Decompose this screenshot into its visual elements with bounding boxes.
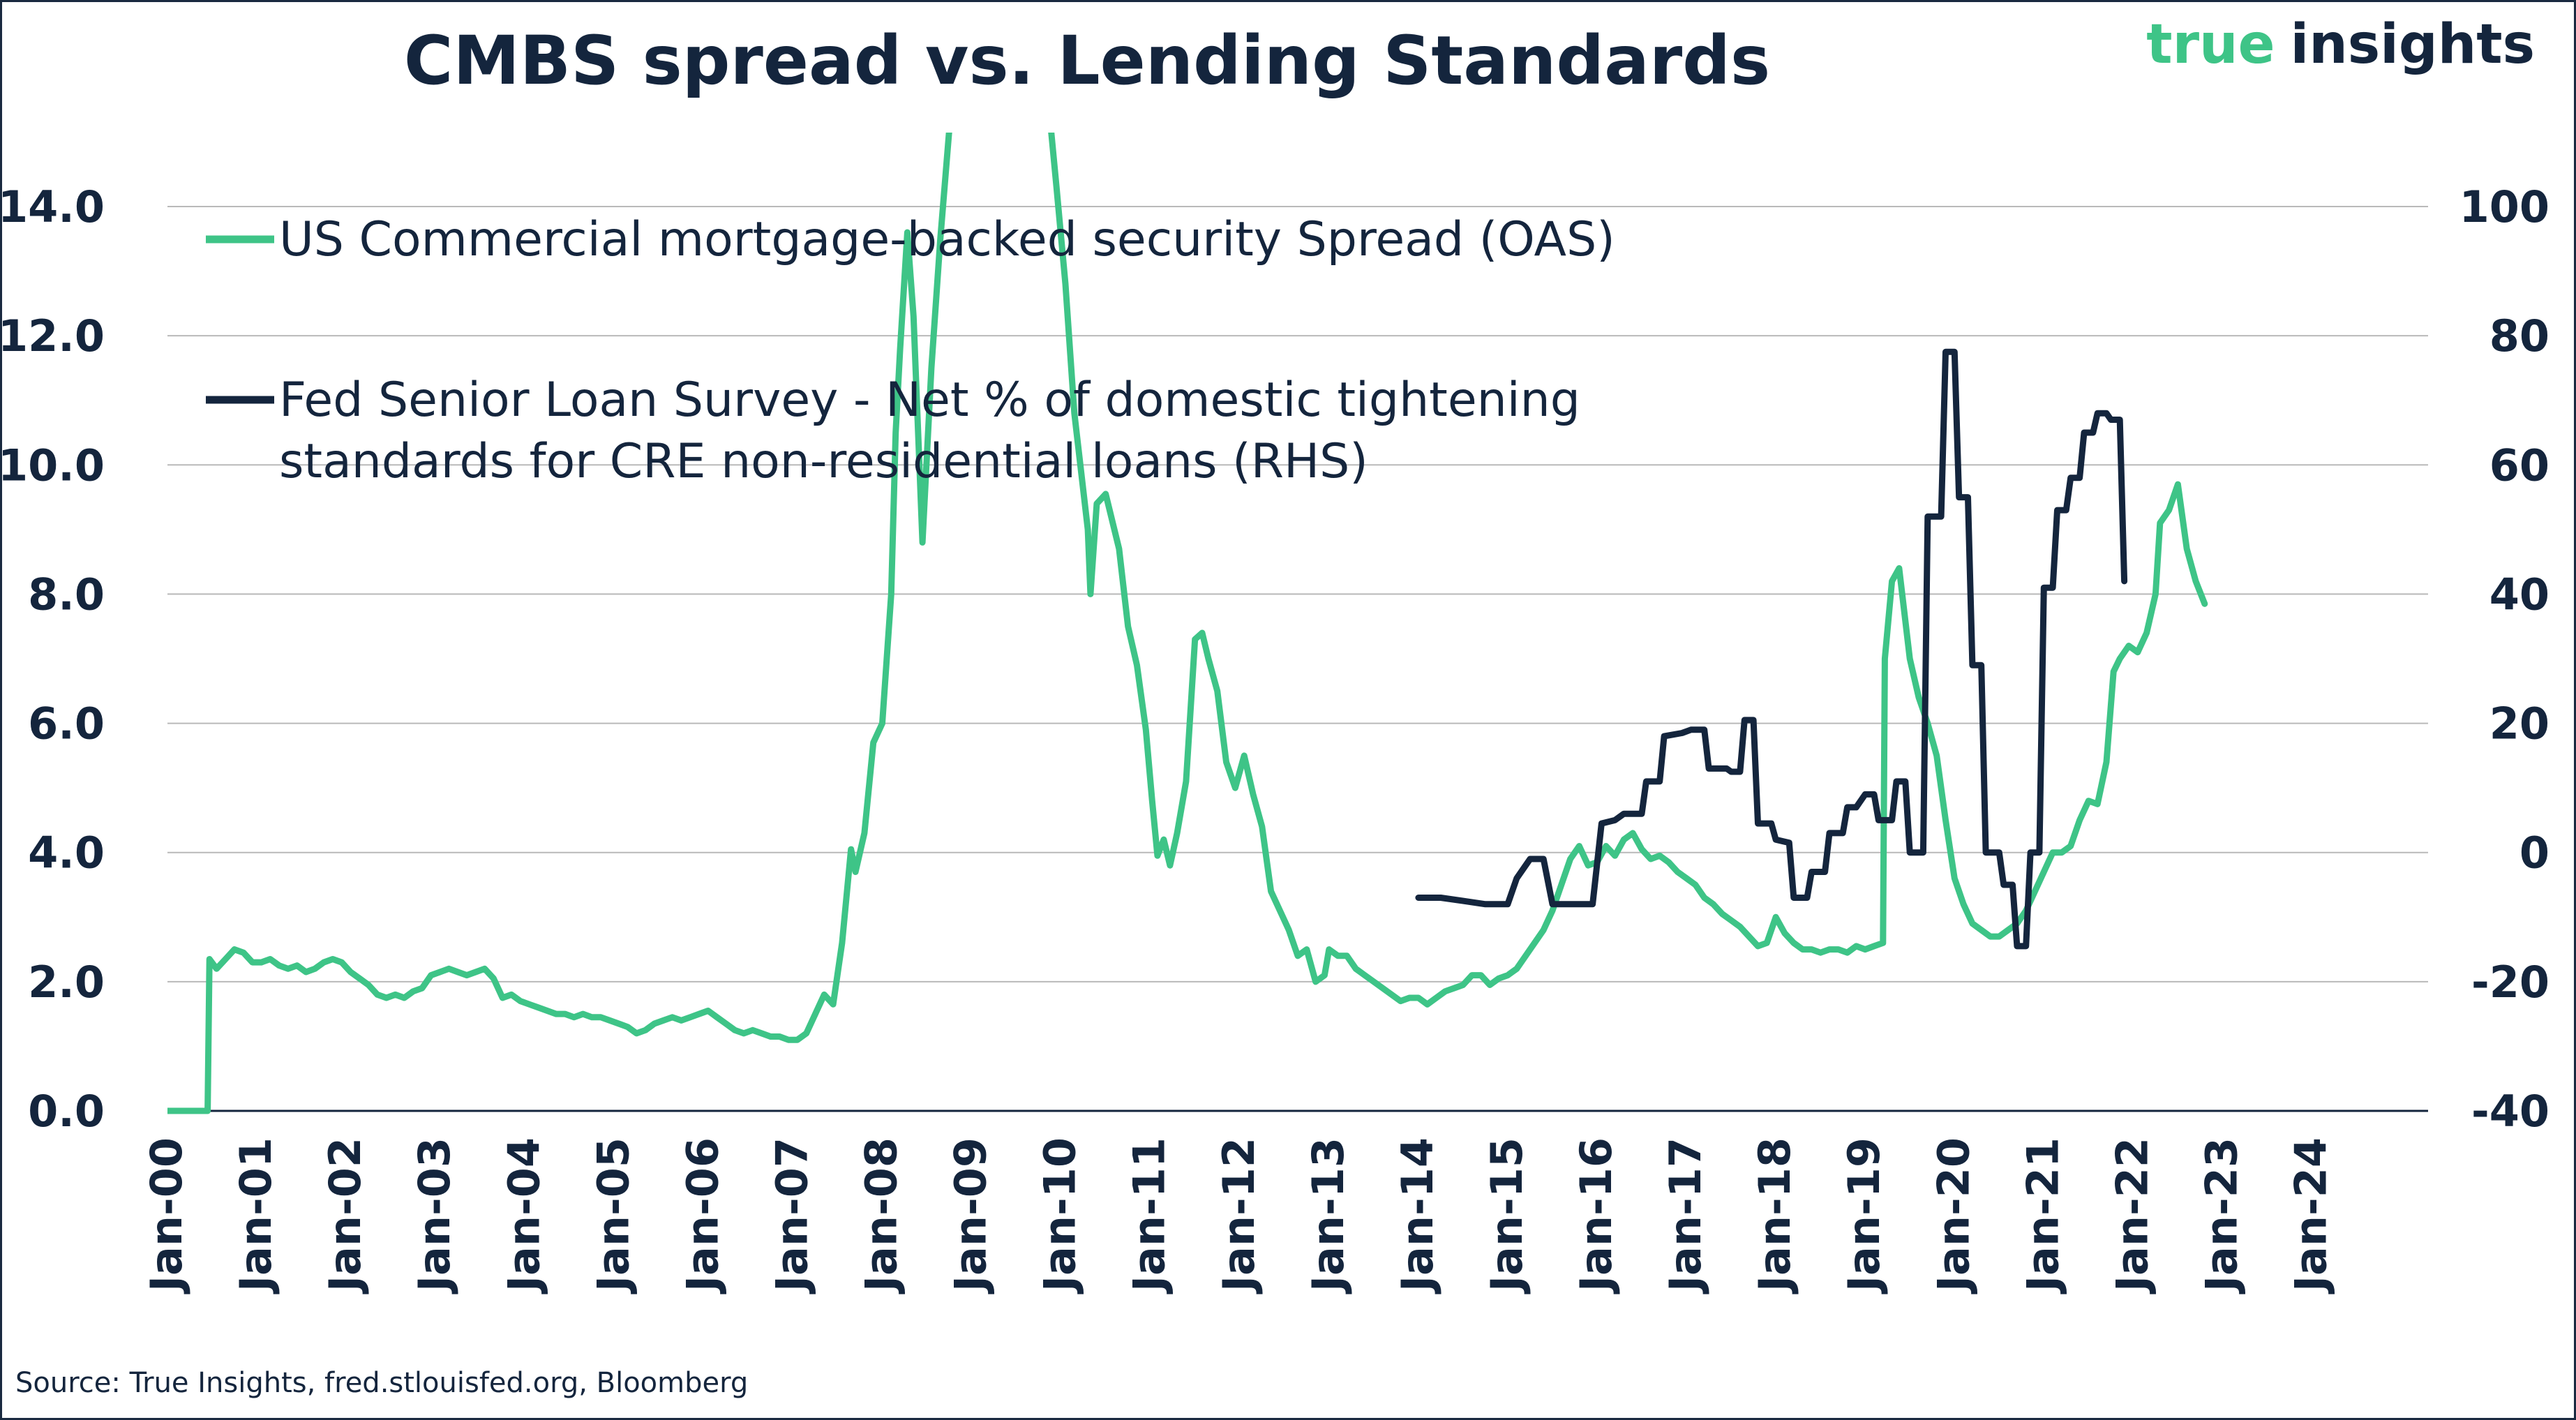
series-line-sloos — [1415, 348, 2128, 950]
y-right-tick-label: -40 — [2471, 1086, 2549, 1137]
x-tick-label: Jan-08 — [856, 1137, 907, 1294]
legend-label-sloos-line2: standards for CRE non-residential loans … — [279, 434, 1368, 489]
y-left-tick-label: 8.0 — [28, 569, 105, 620]
x-tick-label: Jan-12 — [1213, 1137, 1264, 1294]
brand-logo-part2: insights — [2290, 13, 2535, 76]
x-tick-label: Jan-05 — [587, 1137, 638, 1294]
chart-title: CMBS spread vs. Lending Standards — [404, 22, 1770, 100]
y-right-tick-label: 60 — [2489, 440, 2549, 491]
series-line-oas — [167, 133, 2208, 1114]
y-right-tick-label: 20 — [2489, 698, 2549, 749]
y-left-tick-label: 2.0 — [28, 957, 105, 1008]
x-tick-label: Jan-02 — [320, 1137, 370, 1294]
x-tick-label: Jan-20 — [1928, 1137, 1979, 1294]
y-right-tick-label: 0 — [2519, 828, 2549, 879]
legend: US Commercial mortgage-backed security S… — [206, 212, 1615, 489]
y-axis-right: -40 -20 0 20 40 60 80 100 — [2459, 181, 2549, 1137]
y-axis-left: 0.0 2.0 4.0 6.0 8.0 10.0 12.0 14.0 — [0, 181, 105, 1137]
x-tick-label: Jan-24 — [2286, 1137, 2337, 1294]
x-tick-label: Jan-01 — [230, 1137, 281, 1294]
x-tick-label: Jan-15 — [1481, 1137, 1532, 1294]
y-left-tick-label: 12.0 — [0, 311, 105, 361]
x-tick-label: Jan-16 — [1571, 1137, 1622, 1294]
y-right-tick-label: 80 — [2489, 311, 2549, 361]
brand-logo-part1: true — [2146, 13, 2275, 76]
x-tick-label: Jan-03 — [409, 1137, 460, 1294]
x-axis: Jan-00 Jan-01 Jan-02 Jan-03 Jan-04 Jan-05 Jan-… — [141, 1137, 2337, 1294]
x-tick-label: Jan-07 — [766, 1137, 817, 1294]
series-lines — [167, 133, 2208, 1114]
x-tick-label: Jan-09 — [945, 1137, 996, 1294]
y-right-tick-label: 40 — [2489, 569, 2549, 620]
y-left-tick-label: 6.0 — [28, 698, 105, 749]
y-left-tick-label: 0.0 — [28, 1086, 105, 1137]
y-left-tick-label: 10.0 — [0, 440, 105, 491]
x-tick-label: Jan-14 — [1392, 1137, 1443, 1294]
x-tick-label: Jan-18 — [1749, 1137, 1800, 1294]
x-tick-label: Jan-23 — [2196, 1137, 2247, 1294]
x-tick-label: Jan-22 — [2106, 1137, 2157, 1294]
x-tick-label: Jan-00 — [141, 1137, 192, 1294]
x-tick-label: Jan-10 — [1035, 1137, 1086, 1294]
source-note: Source: True Insights, fred.stlouisfed.o… — [15, 1367, 748, 1399]
y-right-tick-label: -20 — [2471, 957, 2549, 1008]
legend-label-sloos-line1: Fed Senior Loan Survey - Net % of domest… — [279, 373, 1580, 428]
legend-label-oas: US Commercial mortgage-backed security S… — [279, 212, 1615, 267]
x-tick-label: Jan-04 — [498, 1137, 549, 1294]
x-tick-label: Jan-21 — [2017, 1137, 2068, 1294]
brand-logo: true insights — [2146, 13, 2535, 76]
y-left-tick-label: 4.0 — [28, 828, 105, 879]
x-tick-label: Jan-11 — [1124, 1137, 1175, 1294]
y-right-tick-label: 100 — [2459, 181, 2549, 232]
x-tick-label: Jan-19 — [1839, 1137, 1889, 1294]
x-tick-label: Jan-17 — [1660, 1137, 1711, 1294]
y-left-tick-label: 14.0 — [0, 181, 105, 232]
x-tick-label: Jan-06 — [677, 1137, 728, 1294]
gridlines — [167, 206, 2428, 1112]
x-tick-label: Jan-13 — [1303, 1137, 1354, 1294]
